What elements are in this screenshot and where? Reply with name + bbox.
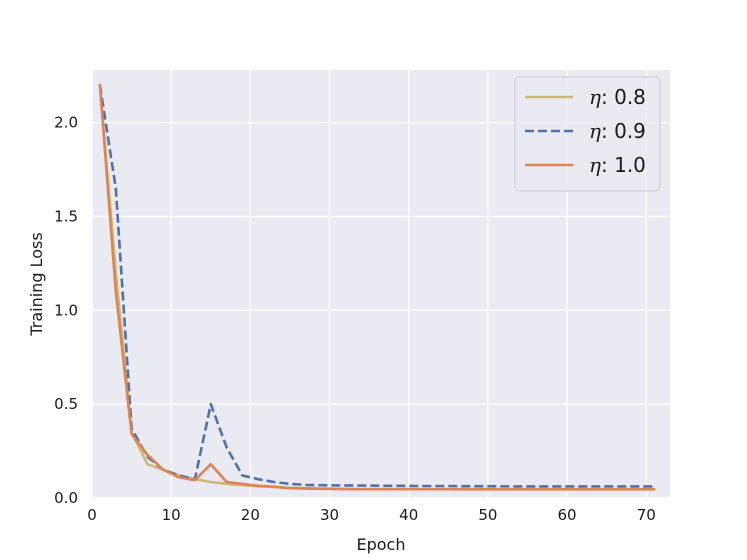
y-tick-label: 1.5 bbox=[54, 207, 78, 225]
y-axis-label: Training Loss bbox=[27, 232, 46, 336]
x-tick-label: 30 bbox=[320, 506, 339, 524]
tick-labels: 0 10 20 30 40 50 60 70 0.0 0.5 1.0 1.5 2.0 bbox=[54, 114, 656, 524]
legend: η: 0.8η: 0.9η: 1.0 bbox=[514, 76, 661, 192]
y-tick-label: 0.0 bbox=[54, 489, 78, 507]
legend-entry: η: 1.0 bbox=[589, 153, 646, 177]
legend-box bbox=[514, 76, 661, 192]
x-tick-label: 70 bbox=[637, 506, 656, 524]
legend-separator: : bbox=[601, 85, 614, 109]
series-line-1-0 bbox=[98, 83, 656, 491]
series-line-0-9 bbox=[98, 84, 655, 488]
legend-symbol: η bbox=[589, 153, 601, 177]
legend-symbol: η bbox=[589, 119, 601, 143]
legend-separator: : bbox=[601, 153, 614, 177]
y-tick-label: 1.0 bbox=[54, 301, 78, 319]
x-tick-label: 40 bbox=[399, 506, 418, 524]
legend-entry: η: 0.8 bbox=[589, 85, 646, 109]
y-tick-label: 0.5 bbox=[54, 395, 78, 413]
x-tick-label: 60 bbox=[558, 506, 577, 524]
x-tick-label: 10 bbox=[162, 506, 181, 524]
legend-value: 0.9 bbox=[614, 119, 646, 143]
x-tick-label: 20 bbox=[241, 506, 260, 524]
series-lines bbox=[98, 83, 656, 491]
x-tick-label: 50 bbox=[478, 506, 497, 524]
legend-separator: : bbox=[601, 119, 614, 143]
x-tick-label: 0 bbox=[87, 506, 97, 524]
legend-entry: η: 0.9 bbox=[589, 119, 646, 143]
legend-value: 0.8 bbox=[614, 85, 646, 109]
legend-symbol: η bbox=[589, 85, 601, 109]
x-axis-label: Epoch bbox=[357, 535, 406, 554]
legend-value: 1.0 bbox=[614, 153, 646, 177]
y-tick-label: 2.0 bbox=[54, 114, 78, 132]
